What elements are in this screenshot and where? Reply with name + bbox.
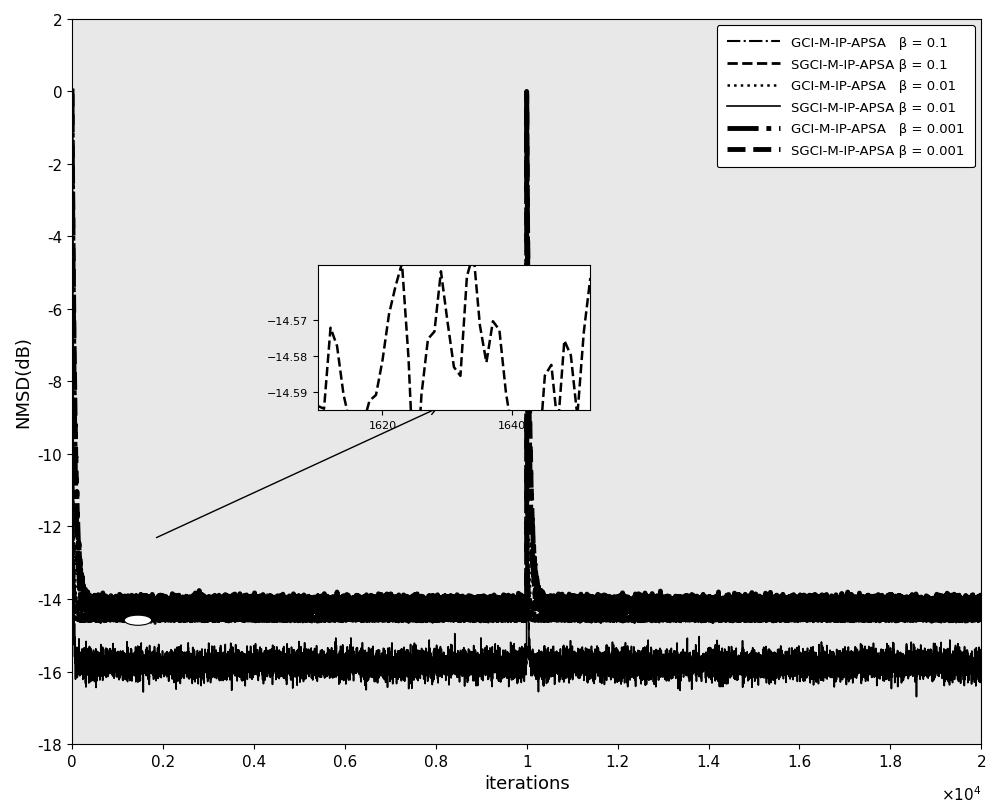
- SGCI-M-IP-APSA β = 0.1: [616, 616, 628, 626]
- Line: SGCI-M-IP-APSA β = 0.1: SGCI-M-IP-APSA β = 0.1: [72, 90, 981, 623]
- GCI-M-IP-APSA   β = 0.001: [66, 90, 78, 100]
- GCI-M-IP-APSA   β = 0.01: [916, 612, 928, 622]
- SGCI-M-IP-APSA β = 0.001: [717, 594, 729, 604]
- Y-axis label: NMSD(dB): NMSD(dB): [14, 336, 32, 428]
- GCI-M-IP-APSA   β = 0.001: [916, 603, 928, 612]
- SGCI-M-IP-APSA β = 0.01: [916, 653, 928, 663]
- SGCI-M-IP-APSA β = 0.001: [975, 595, 987, 605]
- SGCI-M-IP-APSA β = 0.01: [975, 653, 987, 663]
- SGCI-M-IP-APSA β = 0.1: [916, 616, 928, 625]
- GCI-M-IP-APSA   β = 0.001: [616, 604, 628, 614]
- GCI-M-IP-APSA   β = 0.001: [975, 609, 987, 619]
- SGCI-M-IP-APSA β = 0.01: [293, 671, 305, 680]
- SGCI-M-IP-APSA β = 0.001: [358, 607, 370, 616]
- GCI-M-IP-APSA   β = 0.001: [717, 607, 729, 616]
- GCI-M-IP-APSA   β = 0.01: [66, 95, 78, 105]
- SGCI-M-IP-APSA β = 0.1: [707, 618, 719, 628]
- GCI-M-IP-APSA   β = 0.1: [66, 97, 78, 106]
- GCI-M-IP-APSA   β = 0.001: [650, 603, 662, 613]
- SGCI-M-IP-APSA β = 0.1: [293, 616, 305, 625]
- SGCI-M-IP-APSA β = 0.01: [717, 661, 729, 671]
- GCI-M-IP-APSA   β = 0.001: [94, 616, 106, 625]
- SGCI-M-IP-APSA β = 0.01: [616, 659, 628, 668]
- SGCI-M-IP-APSA β = 0.001: [650, 599, 662, 609]
- GCI-M-IP-APSA   β = 0.1: [975, 597, 987, 607]
- GCI-M-IP-APSA   β = 0.1: [616, 605, 628, 615]
- GCI-M-IP-APSA   β = 0.1: [521, 88, 533, 97]
- Line: SGCI-M-IP-APSA β = 0.001: SGCI-M-IP-APSA β = 0.001: [72, 89, 981, 611]
- X-axis label: iterations: iterations: [484, 775, 570, 792]
- GCI-M-IP-APSA   β = 0.01: [293, 613, 305, 623]
- SGCI-M-IP-APSA β = 0.1: [66, 85, 78, 95]
- GCI-M-IP-APSA   β = 0.1: [293, 600, 305, 610]
- GCI-M-IP-APSA   β = 0.01: [496, 612, 508, 622]
- GCI-M-IP-APSA   β = 0.01: [149, 619, 161, 629]
- Line: GCI-M-IP-APSA   β = 0.1: GCI-M-IP-APSA β = 0.1: [72, 92, 981, 616]
- SGCI-M-IP-APSA β = 0.1: [496, 616, 508, 626]
- SGCI-M-IP-APSA β = 0.001: [66, 84, 78, 94]
- SGCI-M-IP-APSA β = 0.01: [650, 667, 662, 677]
- SGCI-M-IP-APSA β = 0.1: [975, 615, 987, 624]
- Line: SGCI-M-IP-APSA β = 0.01: SGCI-M-IP-APSA β = 0.01: [72, 92, 981, 697]
- SGCI-M-IP-APSA β = 0.01: [910, 692, 922, 702]
- GCI-M-IP-APSA   β = 0.1: [717, 602, 729, 611]
- SGCI-M-IP-APSA β = 0.001: [616, 599, 628, 608]
- SGCI-M-IP-APSA β = 0.001: [496, 599, 508, 608]
- Legend: GCI-M-IP-APSA   β = 0.1, SGCI-M-IP-APSA β = 0.1, GCI-M-IP-APSA   β = 0.01, SGCI-: GCI-M-IP-APSA β = 0.1, SGCI-M-IP-APSA β …: [717, 27, 975, 168]
- GCI-M-IP-APSA   β = 0.01: [521, 88, 533, 97]
- GCI-M-IP-APSA   β = 0.001: [521, 88, 533, 97]
- Line: GCI-M-IP-APSA   β = 0.001: GCI-M-IP-APSA β = 0.001: [72, 92, 981, 620]
- Ellipse shape: [124, 616, 152, 625]
- GCI-M-IP-APSA   β = 0.01: [717, 615, 729, 624]
- GCI-M-IP-APSA   β = 0.01: [616, 612, 628, 622]
- SGCI-M-IP-APSA β = 0.01: [496, 654, 508, 664]
- SGCI-M-IP-APSA β = 0.1: [650, 615, 662, 624]
- GCI-M-IP-APSA   β = 0.01: [650, 611, 662, 621]
- SGCI-M-IP-APSA β = 0.01: [521, 88, 533, 97]
- SGCI-M-IP-APSA β = 0.01: [66, 88, 78, 97]
- GCI-M-IP-APSA   β = 0.1: [916, 603, 928, 613]
- GCI-M-IP-APSA   β = 0.1: [496, 599, 508, 608]
- Line: GCI-M-IP-APSA   β = 0.01: GCI-M-IP-APSA β = 0.01: [72, 92, 981, 624]
- Text: $\times 10^4$: $\times 10^4$: [941, 784, 981, 803]
- GCI-M-IP-APSA   β = 0.1: [352, 611, 364, 621]
- SGCI-M-IP-APSA β = 0.001: [916, 599, 928, 609]
- SGCI-M-IP-APSA β = 0.001: [293, 599, 305, 608]
- SGCI-M-IP-APSA β = 0.1: [717, 614, 729, 624]
- GCI-M-IP-APSA   β = 0.01: [975, 615, 987, 624]
- GCI-M-IP-APSA   β = 0.001: [496, 605, 508, 615]
- GCI-M-IP-APSA   β = 0.1: [650, 603, 662, 613]
- GCI-M-IP-APSA   β = 0.001: [293, 602, 305, 611]
